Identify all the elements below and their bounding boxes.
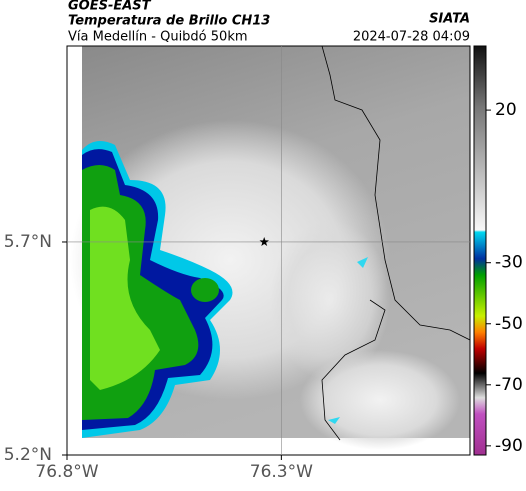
- colorbar-tick-label: -30: [495, 253, 523, 273]
- colorbar-tick-label: 20: [495, 100, 517, 120]
- colorbar-tick-label: -70: [495, 375, 523, 395]
- location-marker: [259, 237, 269, 246]
- lat-tick-label: 5.7°N: [4, 232, 52, 252]
- colorbar-tick-label: -90: [495, 436, 523, 456]
- satellite: GOES-EAST: [68, 0, 152, 14]
- lat-tick-label: 5.2°N: [4, 445, 52, 465]
- colorbar: [473, 45, 487, 456]
- imagery: [67, 46, 470, 455]
- map-frame: [66, 45, 471, 456]
- datetime: 2024-07-28 04:09: [353, 30, 470, 45]
- region: Vía Medellín - Quibdó 50km: [68, 30, 248, 45]
- colorbar-tick-label: -50: [495, 314, 523, 334]
- source: SIATA: [429, 12, 470, 27]
- lon-tick-label: 76.3°W: [250, 462, 313, 482]
- product: Temperatura de Brillo CH13: [68, 14, 270, 29]
- lon-tick-label: 76.8°W: [35, 462, 98, 482]
